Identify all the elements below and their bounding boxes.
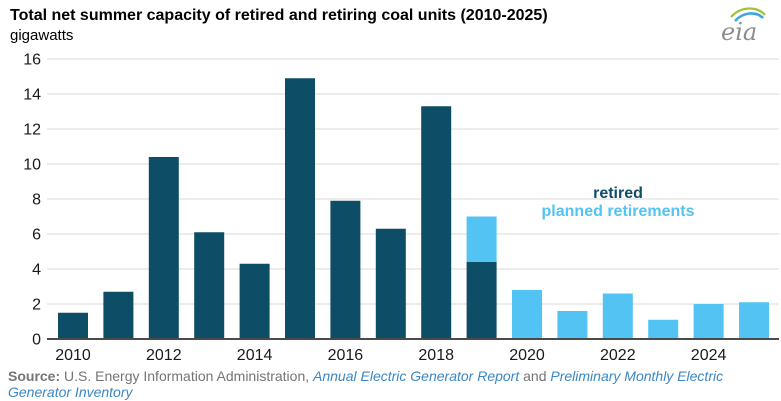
eia-logo-swoosh-icon — [730, 7, 766, 22]
source-label: Source: — [8, 368, 61, 384]
bar-2019-planned — [466, 216, 497, 262]
bar-2013-retired — [194, 232, 225, 339]
y-tick-label-14: 14 — [23, 87, 41, 104]
x-tick-label-2022: 2022 — [600, 347, 636, 364]
x-tick-label-2014: 2014 — [237, 347, 273, 364]
x-tick-label-2010: 2010 — [55, 347, 91, 364]
y-tick-label-4: 4 — [32, 262, 41, 279]
bar-2017-retired — [375, 228, 406, 339]
eia-logo-text: eia — [721, 18, 758, 46]
y-tick-label-6: 6 — [32, 227, 41, 244]
bar-2012-retired — [148, 157, 179, 339]
y-tick-label-0: 0 — [32, 332, 41, 349]
chart-legend: retired planned retirements — [522, 185, 714, 221]
chart-title: Total net summer capacity of retired and… — [10, 7, 548, 24]
x-tick-label-2024: 2024 — [691, 347, 727, 364]
bar-2015-retired — [285, 78, 315, 339]
x-tick-label-2016: 2016 — [328, 347, 364, 364]
y-axis-unit-label: gigawatts — [10, 27, 74, 44]
legend-planned-label: planned retirements — [541, 203, 695, 220]
bar-2022-planned — [602, 293, 633, 339]
y-tick-label-16: 16 — [23, 52, 41, 69]
bar-2020-planned — [512, 290, 542, 339]
eia-logo: eia — [711, 4, 769, 48]
bar-2018-retired — [421, 106, 452, 339]
y-tick-label-2: 2 — [32, 297, 41, 314]
bar-2016-retired — [330, 200, 361, 339]
bar-2011-retired — [103, 291, 134, 339]
x-tick-label-2018: 2018 — [418, 347, 454, 364]
source-text: U.S. Energy Information Administration, — [60, 368, 314, 384]
y-tick-label-8: 8 — [32, 192, 41, 209]
bar-2024-planned — [693, 304, 724, 339]
source-link-annual-report[interactable]: Annual Electric Generator Report — [313, 368, 520, 384]
bar-2019-retired — [466, 262, 497, 339]
source-link-monthly-inventory[interactable]: Preliminary Monthly Electric Generator I… — [8, 368, 724, 400]
bar-2010-retired — [58, 312, 88, 339]
legend-retired-label: retired — [593, 185, 643, 202]
bar-2025-planned — [739, 302, 769, 339]
x-tick-label-2020: 2020 — [509, 347, 545, 364]
source-note: Source: U.S. Energy Information Administ… — [8, 368, 734, 400]
bar-2023-planned — [648, 319, 679, 339]
bar-2021-planned — [557, 311, 588, 339]
source-text-and: and — [519, 368, 551, 384]
y-tick-label-12: 12 — [23, 122, 41, 139]
y-tick-label-10: 10 — [23, 157, 41, 174]
x-tick-label-2012: 2012 — [146, 347, 182, 364]
bar-2014-retired — [239, 263, 270, 339]
